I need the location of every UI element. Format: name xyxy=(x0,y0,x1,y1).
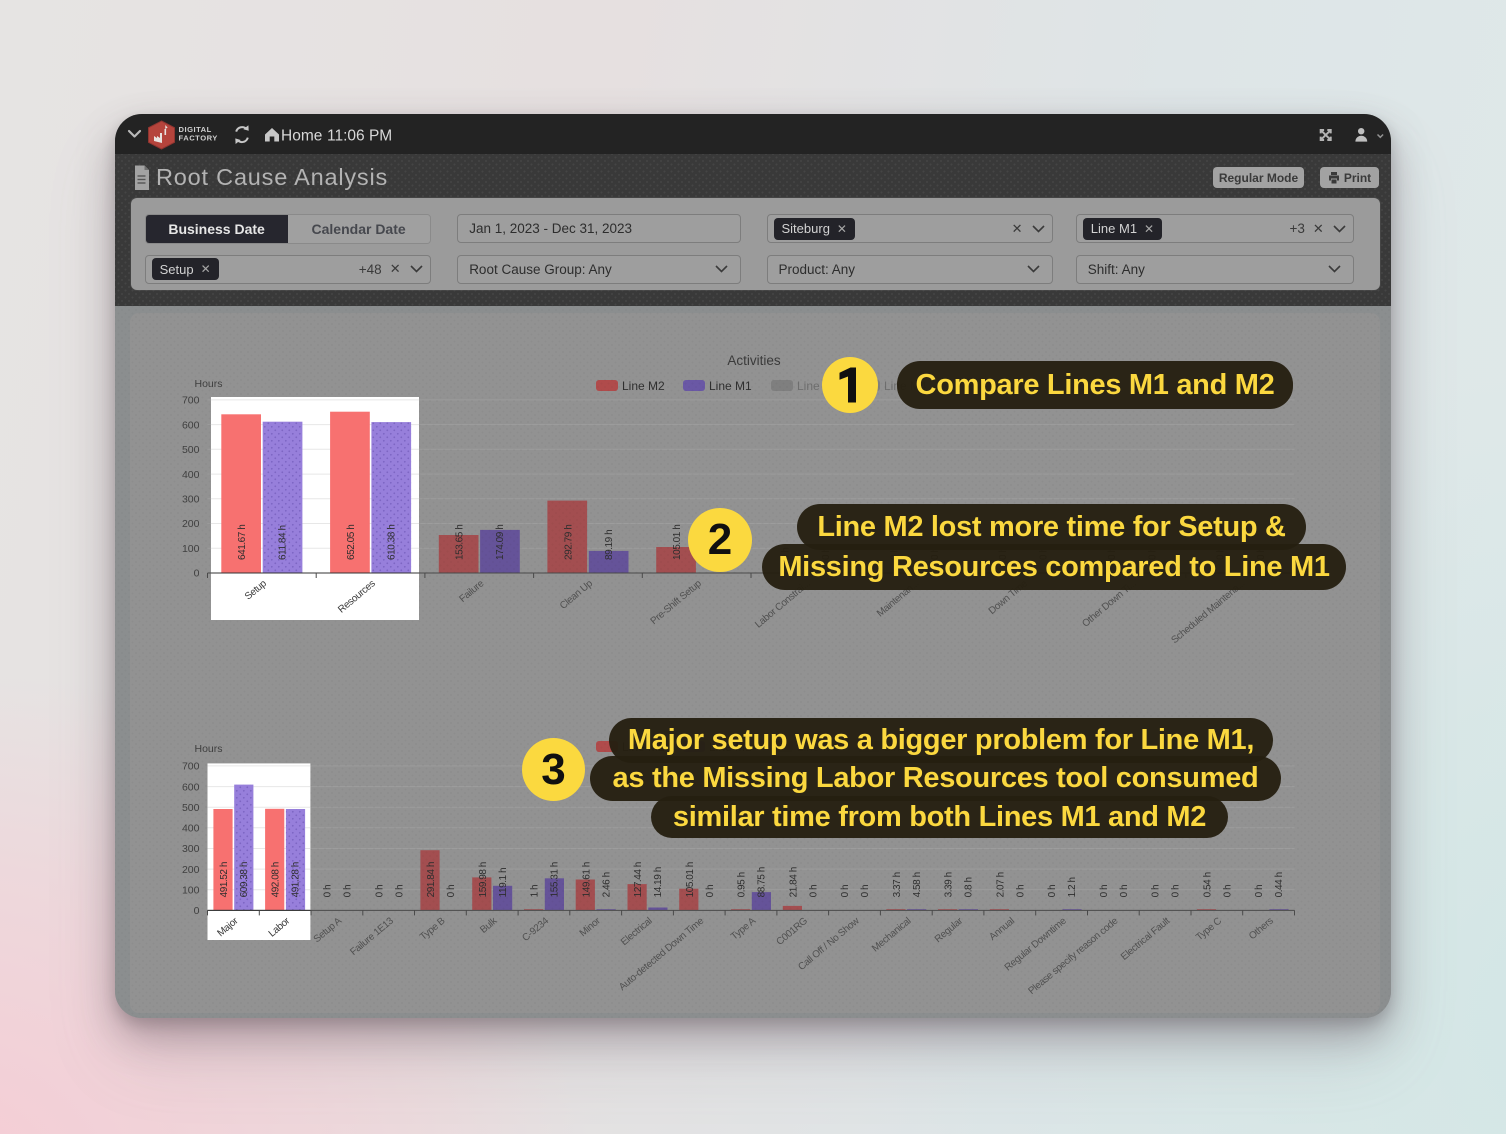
svg-text:Hours: Hours xyxy=(195,378,223,390)
svg-text:C-9234: C-9234 xyxy=(520,915,551,944)
svg-text:0: 0 xyxy=(194,568,200,580)
svg-text:200: 200 xyxy=(182,518,200,530)
svg-text:0 h: 0 h xyxy=(705,885,716,898)
svg-text:0 h: 0 h xyxy=(1047,885,1058,898)
svg-text:C001RG: C001RG xyxy=(774,915,810,947)
svg-text:3.37 h: 3.37 h xyxy=(892,872,903,897)
svg-text:Hours: Hours xyxy=(195,743,223,755)
svg-text:0 h: 0 h xyxy=(808,885,819,898)
svg-text:Others: Others xyxy=(1247,916,1276,943)
svg-text:600: 600 xyxy=(182,419,200,431)
svg-text:119.1 h: 119.1 h xyxy=(498,868,509,897)
svg-text:300: 300 xyxy=(182,843,200,855)
svg-text:21.84 h: 21.84 h xyxy=(788,867,799,897)
svg-text:641.67 h: 641.67 h xyxy=(237,525,248,560)
svg-text:0.54 h: 0.54 h xyxy=(1203,872,1214,897)
svg-text:14.19 h: 14.19 h xyxy=(653,867,664,897)
svg-text:491.28 h: 491.28 h xyxy=(291,862,302,897)
svg-text:Minor: Minor xyxy=(578,915,604,939)
svg-text:0 h: 0 h xyxy=(860,885,871,898)
svg-text:Electrical: Electrical xyxy=(619,916,655,948)
svg-text:500: 500 xyxy=(182,444,200,456)
svg-text:159.98 h: 159.98 h xyxy=(478,862,489,897)
svg-text:DIGITAL: DIGITAL xyxy=(179,125,212,134)
svg-text:492.08 h: 492.08 h xyxy=(271,862,282,897)
svg-text:0 h: 0 h xyxy=(323,885,334,898)
svg-text:105.01 h: 105.01 h xyxy=(672,525,683,560)
svg-text:0 h: 0 h xyxy=(1099,885,1110,898)
svg-text:610.38 h: 610.38 h xyxy=(386,525,397,560)
svg-text:3.39 h: 3.39 h xyxy=(944,872,955,897)
svg-text:611.84 h: 611.84 h xyxy=(278,525,289,560)
svg-text:Line M2: Line M2 xyxy=(622,379,665,393)
svg-text:Activities: Activities xyxy=(727,353,781,368)
svg-text:2.46 h: 2.46 h xyxy=(601,872,612,897)
svg-text:1.2 h: 1.2 h xyxy=(1067,877,1078,897)
svg-text:400: 400 xyxy=(182,469,200,481)
svg-text:491.52 h: 491.52 h xyxy=(219,862,230,897)
svg-text:Bulk: Bulk xyxy=(478,915,500,936)
svg-text:300: 300 xyxy=(182,494,200,506)
svg-text:Mechanical: Mechanical xyxy=(870,916,913,955)
svg-text:0 h: 0 h xyxy=(343,885,354,898)
svg-text:1 h: 1 h xyxy=(530,885,541,898)
svg-text:0 h: 0 h xyxy=(1254,885,1265,898)
svg-text:700: 700 xyxy=(182,761,200,773)
svg-text:100: 100 xyxy=(182,885,200,897)
svg-text:155.31 h: 155.31 h xyxy=(550,862,561,897)
svg-text:0 h: 0 h xyxy=(394,885,405,898)
svg-text:Pre-Shift Setup: Pre-Shift Setup xyxy=(649,578,705,627)
svg-text:Electrical Fault: Electrical Fault xyxy=(1119,915,1172,962)
svg-text:652.05 h: 652.05 h xyxy=(346,525,357,560)
svg-text:500: 500 xyxy=(182,802,200,814)
svg-text:0 h: 0 h xyxy=(1223,885,1234,898)
svg-text:Home: Home xyxy=(281,128,322,145)
svg-text:127.44 h: 127.44 h xyxy=(633,862,644,897)
svg-text:400: 400 xyxy=(182,823,200,835)
svg-text:Type C: Type C xyxy=(1194,916,1224,944)
svg-text:Type A: Type A xyxy=(729,915,758,942)
svg-text:Type B: Type B xyxy=(418,915,448,943)
svg-text:Failure: Failure xyxy=(458,578,487,605)
svg-text:89.19 h: 89.19 h xyxy=(604,530,615,560)
svg-text:0.95 h: 0.95 h xyxy=(737,872,748,897)
svg-text:700: 700 xyxy=(182,395,200,407)
svg-text:2.07 h: 2.07 h xyxy=(995,872,1006,897)
svg-text:200: 200 xyxy=(182,864,200,876)
svg-text:0 h: 0 h xyxy=(840,885,851,898)
svg-text:149.61 h: 149.61 h xyxy=(581,862,592,897)
svg-text:105.01 h: 105.01 h xyxy=(685,862,696,897)
svg-text:0 h: 0 h xyxy=(374,885,385,898)
svg-text:11:06 PM: 11:06 PM xyxy=(327,128,392,145)
svg-text:4.58 h: 4.58 h xyxy=(912,872,923,897)
svg-text:Line M1: Line M1 xyxy=(709,379,752,393)
svg-text:0.44 h: 0.44 h xyxy=(1274,872,1285,897)
svg-text:0 h: 0 h xyxy=(1151,885,1162,898)
svg-text:174.09 h: 174.09 h xyxy=(495,525,506,560)
svg-text:0 h: 0 h xyxy=(1119,885,1130,898)
svg-text:Failure 1E13: Failure 1E13 xyxy=(348,915,396,958)
svg-text:292.79 h: 292.79 h xyxy=(563,525,574,560)
svg-text:0.8 h: 0.8 h xyxy=(964,877,975,897)
svg-text:291.84 h: 291.84 h xyxy=(426,862,437,897)
svg-text:Regular: Regular xyxy=(933,915,966,945)
svg-text:Clean Up: Clean Up xyxy=(558,578,595,612)
svg-text:Setup A: Setup A xyxy=(312,915,345,945)
svg-text:88.75 h: 88.75 h xyxy=(757,867,768,897)
svg-text:FACTORY: FACTORY xyxy=(179,133,218,142)
svg-text:0 h: 0 h xyxy=(1015,885,1026,898)
svg-text:Please specify reason code: Please specify reason code xyxy=(1026,915,1120,997)
svg-text:609.38 h: 609.38 h xyxy=(239,862,250,897)
svg-text:0: 0 xyxy=(194,905,200,917)
svg-text:600: 600 xyxy=(182,781,200,793)
svg-text:0 h: 0 h xyxy=(1171,885,1182,898)
svg-text:0 h: 0 h xyxy=(446,885,457,898)
svg-text:Annual: Annual xyxy=(987,916,1016,943)
svg-text:153.65 h: 153.65 h xyxy=(455,525,466,560)
svg-text:100: 100 xyxy=(182,543,200,555)
svg-text:Auto-detected Down Time: Auto-detected Down Time xyxy=(617,915,707,993)
